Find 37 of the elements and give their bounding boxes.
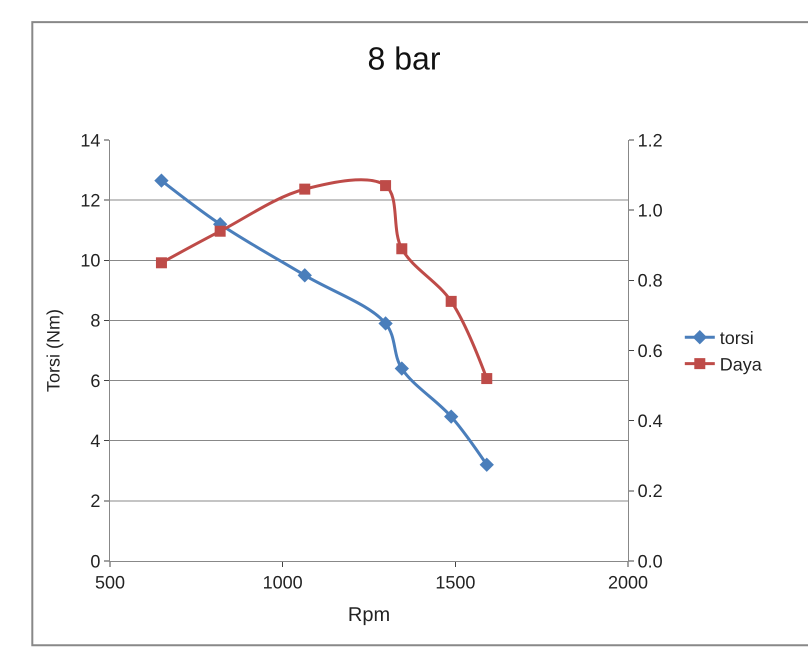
y-tick-label: 10 — [80, 250, 100, 271]
point — [214, 226, 226, 237]
y2-tick-label: 0.6 — [638, 340, 663, 361]
y2-tick-label: 1.0 — [638, 200, 663, 220]
point — [394, 361, 409, 376]
x-tick-label: 500 — [94, 572, 126, 593]
y2-tick-label: 1.2 — [638, 130, 663, 150]
x-axis-title: Rpm — [348, 604, 390, 626]
y-tick-label: 8 — [90, 310, 100, 331]
x-tick-label: 1000 — [262, 572, 303, 593]
y2-tick-label: 0.8 — [638, 270, 663, 291]
chart-title: 8 bar — [368, 40, 441, 76]
point — [154, 173, 169, 188]
y2-tick-label: 0.4 — [638, 410, 663, 431]
x-tick-label: 1500 — [435, 572, 476, 593]
y-axis-title: Torsi (Nm) — [44, 309, 64, 392]
point — [156, 257, 167, 268]
legend-label: torsi — [720, 328, 754, 348]
point — [299, 184, 310, 195]
point — [480, 458, 494, 472]
y2-tick-label: 0.0 — [638, 551, 663, 572]
y-tick-label: 4 — [90, 431, 100, 452]
y-tick-label: 14 — [80, 130, 100, 150]
point — [378, 316, 393, 331]
point — [446, 296, 457, 307]
x-tick-label: 2000 — [608, 572, 648, 593]
y2-tick-label: 0.2 — [638, 481, 663, 502]
legend-label: Daya — [720, 354, 763, 375]
point — [444, 410, 458, 424]
y-tick-label: 6 — [90, 370, 100, 391]
y-tick-label: 2 — [90, 491, 100, 512]
y-tick-label: 12 — [80, 190, 100, 210]
point — [380, 180, 392, 192]
point — [298, 268, 312, 282]
point — [481, 373, 492, 384]
point — [396, 243, 408, 254]
y-tick-label: 0 — [90, 551, 100, 572]
